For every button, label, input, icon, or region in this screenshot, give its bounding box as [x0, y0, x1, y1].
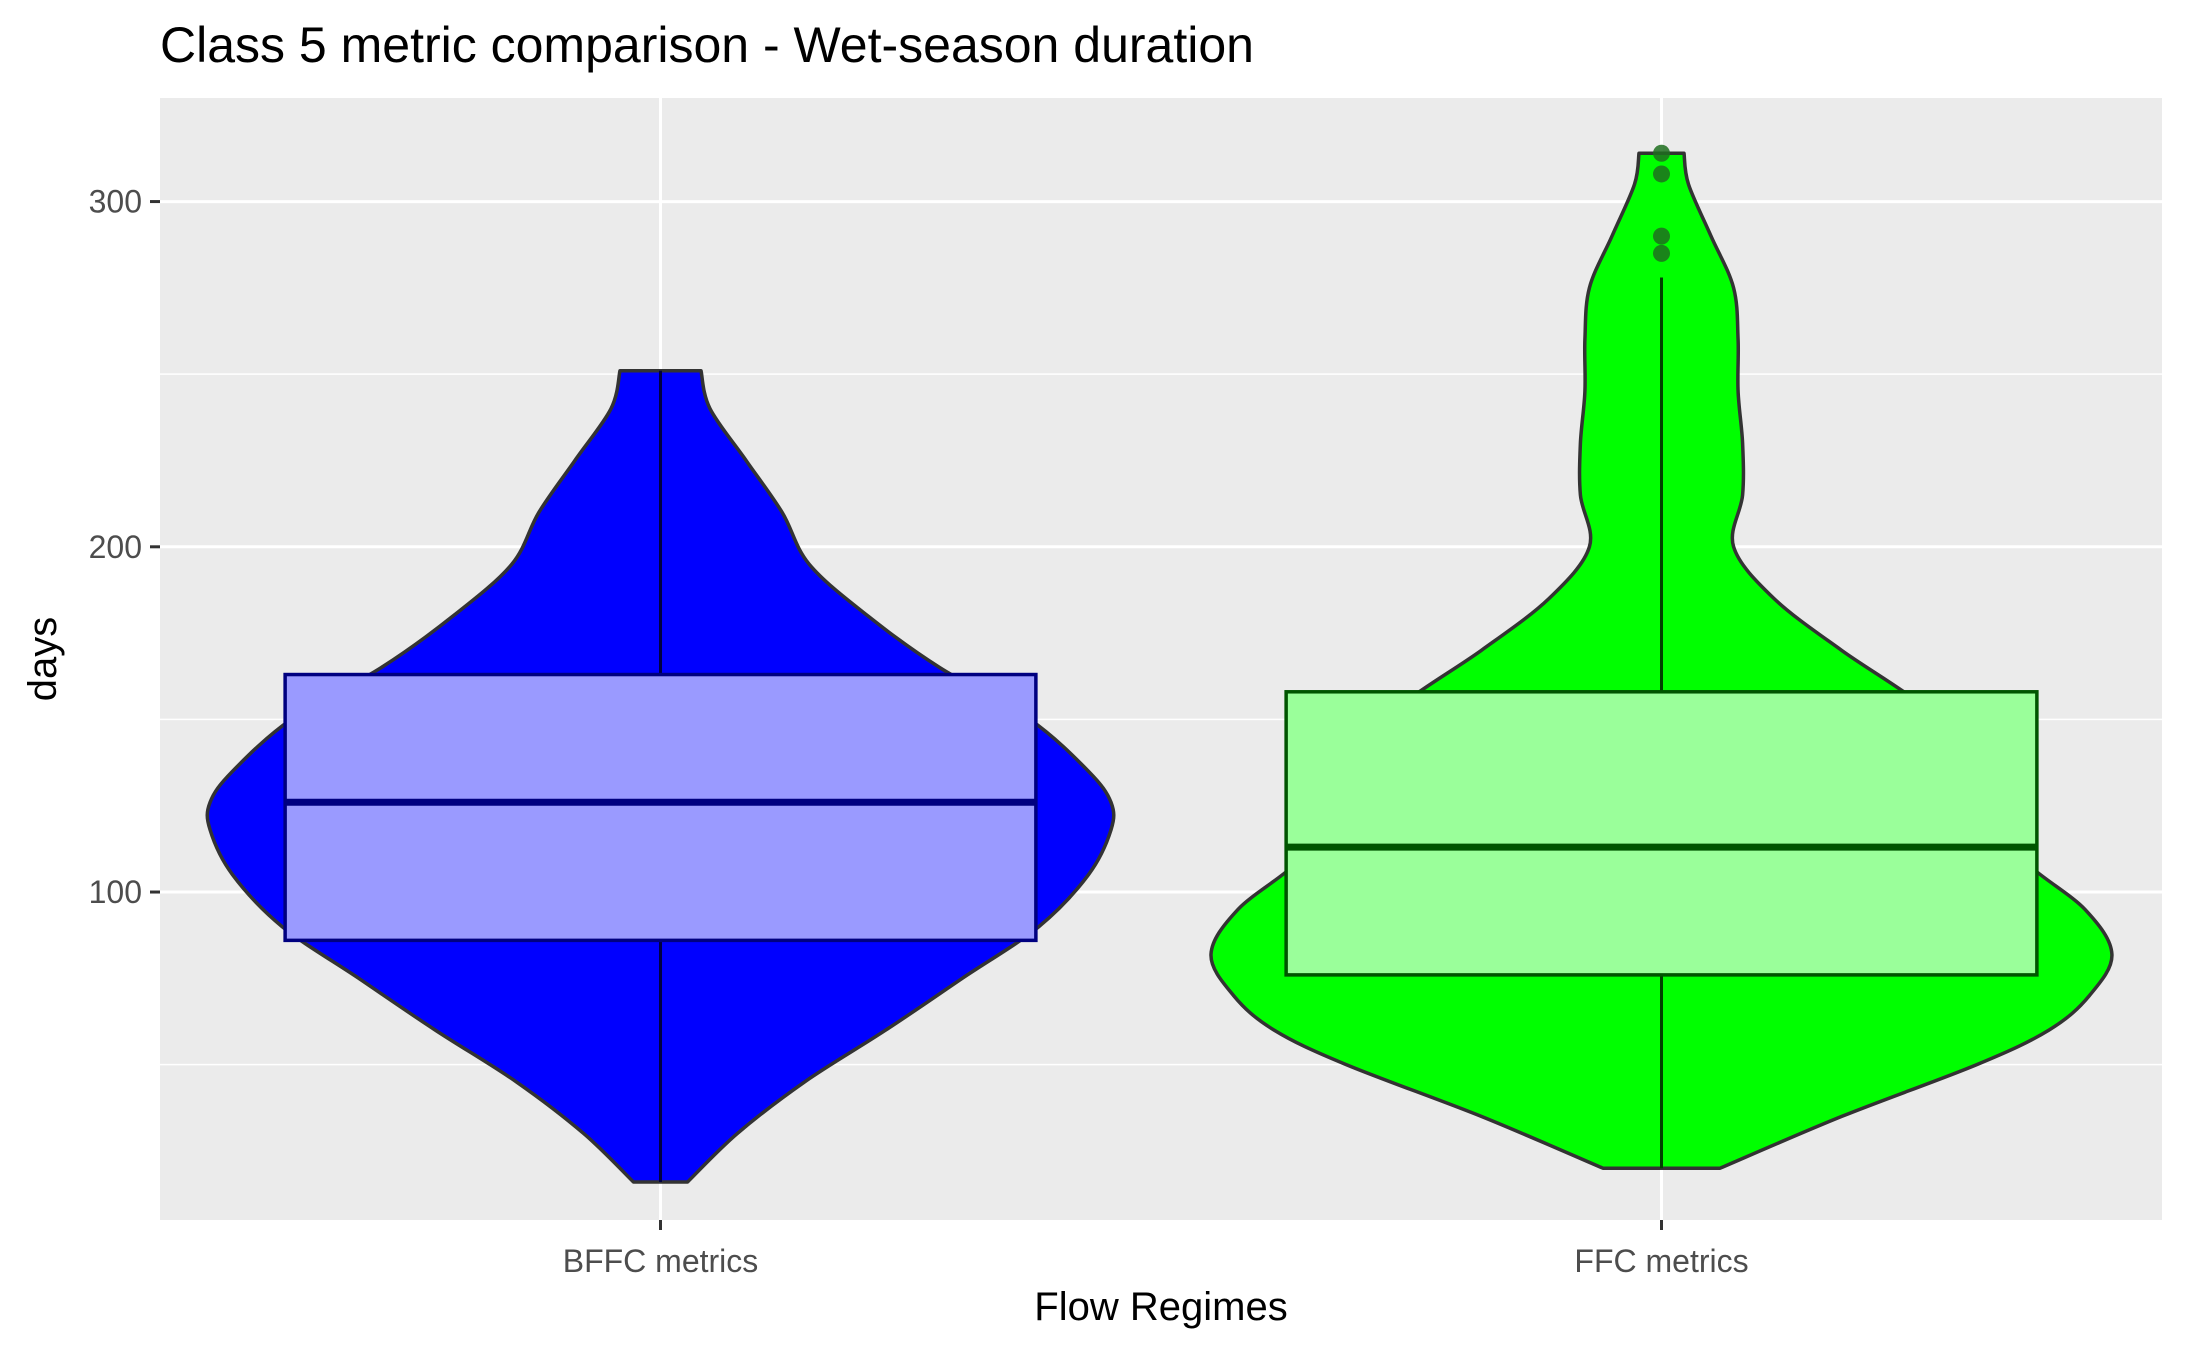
x-tick-label: FFC metrics: [1574, 1243, 1748, 1279]
y-axis-title: days: [21, 617, 65, 702]
iqr-box: [283, 672, 1038, 943]
outlier-point: [1653, 144, 1670, 162]
data-marks: [205, 144, 2114, 1184]
iqr-box: [1284, 690, 2039, 977]
x-axis-title: Flow Regimes: [1034, 1285, 1287, 1329]
chart-title: Class 5 metric comparison - Wet-season d…: [160, 17, 1254, 73]
x-tick-label: BFFC metrics: [563, 1243, 759, 1279]
y-tick-label: 200: [89, 529, 142, 565]
outlier-point: [1653, 165, 1670, 183]
y-tick-label: 300: [89, 184, 142, 220]
axes: 100 200 300 BFFC metrics FFC metrics: [89, 184, 1749, 1279]
outlier-point: [1653, 227, 1670, 245]
y-tick-label: 100: [89, 874, 142, 910]
outlier-point: [1653, 244, 1670, 262]
